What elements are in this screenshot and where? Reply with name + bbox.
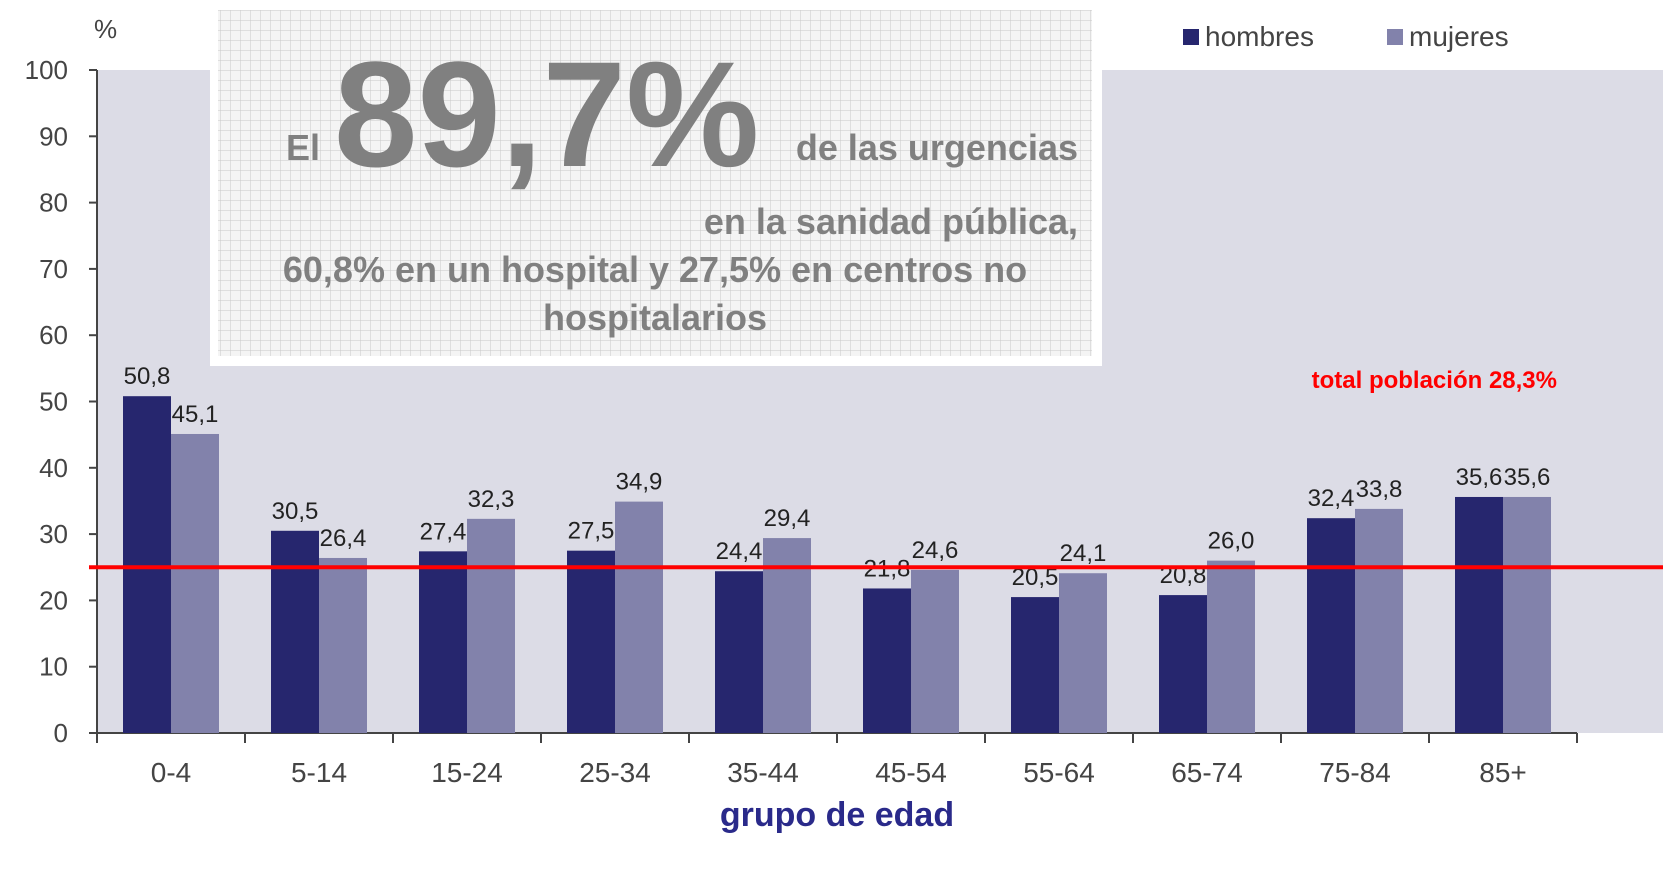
bar xyxy=(271,530,319,733)
x-tick-label: 75-84 xyxy=(1319,757,1391,788)
data-label: 27,4 xyxy=(420,518,467,545)
bar xyxy=(863,588,911,733)
legend-swatch xyxy=(1387,29,1403,45)
data-label: 50,8 xyxy=(124,363,171,390)
legend-label: mujeres xyxy=(1409,21,1509,52)
y-tick-label: 40 xyxy=(39,453,68,483)
data-label: 30,5 xyxy=(272,498,319,525)
data-label: 24,6 xyxy=(912,537,959,564)
x-tick-label: 35-44 xyxy=(727,757,799,788)
x-tick-label: 25-34 xyxy=(579,757,651,788)
data-label: 45,1 xyxy=(172,401,219,428)
data-label: 32,3 xyxy=(468,486,515,513)
bar xyxy=(1207,560,1255,733)
bar xyxy=(715,571,763,733)
y-tick-label: 90 xyxy=(39,121,68,151)
bar xyxy=(1503,496,1551,733)
x-tick-label: 0-4 xyxy=(151,757,191,788)
bar xyxy=(1059,573,1107,733)
data-label: 29,4 xyxy=(764,505,811,532)
bar xyxy=(319,557,367,733)
annotation-line: hospitalarios xyxy=(543,297,767,338)
y-tick-label: 30 xyxy=(39,519,68,549)
annotation-prefix: El xyxy=(286,127,320,168)
annotation-line: en la sanidad pública, xyxy=(704,201,1078,242)
annotation-line: 60,8% en un hospital y 27,5% en centros … xyxy=(283,249,1027,290)
data-label: 35,6 xyxy=(1456,464,1503,491)
data-label: 27,5 xyxy=(568,518,615,545)
annotation-pattern xyxy=(218,10,1092,356)
bar xyxy=(1355,508,1403,733)
annotation-suffix: de las urgencias xyxy=(796,127,1078,168)
x-tick-label: 65-74 xyxy=(1171,757,1243,788)
y-tick-label: 70 xyxy=(39,254,68,284)
bar xyxy=(911,569,959,733)
x-tick-label: 5-14 xyxy=(291,757,347,788)
data-label: 33,8 xyxy=(1356,476,1403,503)
y-tick-label: 10 xyxy=(39,652,68,682)
bar xyxy=(615,501,663,733)
x-tick-label: 45-54 xyxy=(875,757,947,788)
x-tick-label: 55-64 xyxy=(1023,757,1095,788)
bar xyxy=(171,433,219,733)
annotation-highlight: 89,7% xyxy=(334,30,759,198)
data-label: 26,0 xyxy=(1208,528,1255,555)
x-tick-label: 15-24 xyxy=(431,757,503,788)
bar xyxy=(1455,496,1503,733)
reference-label: total población 28,3% xyxy=(1312,367,1557,394)
y-unit: % xyxy=(94,14,117,44)
bar xyxy=(1307,518,1355,733)
bar xyxy=(763,538,811,733)
data-label: 26,4 xyxy=(320,525,367,552)
y-tick-label: 0 xyxy=(54,718,68,748)
data-label: 35,6 xyxy=(1504,464,1551,491)
data-label: 34,9 xyxy=(616,469,663,496)
data-label: 24,1 xyxy=(1060,540,1107,567)
legend-label: hombres xyxy=(1205,21,1314,52)
y-tick-label: 80 xyxy=(39,188,68,218)
y-tick-label: 50 xyxy=(39,387,68,417)
x-axis-title: grupo de edad xyxy=(720,796,954,834)
legend-swatch xyxy=(1183,29,1199,45)
x-tick-label: 85+ xyxy=(1479,757,1527,788)
bar xyxy=(467,518,515,733)
bar xyxy=(419,551,467,733)
bar xyxy=(1011,597,1059,733)
y-tick-label: 100 xyxy=(25,55,68,85)
data-label: 32,4 xyxy=(1308,485,1355,512)
data-label: 24,4 xyxy=(716,538,763,565)
bar xyxy=(567,550,615,733)
y-tick-label: 60 xyxy=(39,320,68,350)
bar xyxy=(123,396,171,733)
annotation-box: El 89,7% de las urgencias en la sanidad … xyxy=(210,4,1102,366)
bar xyxy=(1159,595,1207,733)
y-tick-label: 20 xyxy=(39,585,68,615)
